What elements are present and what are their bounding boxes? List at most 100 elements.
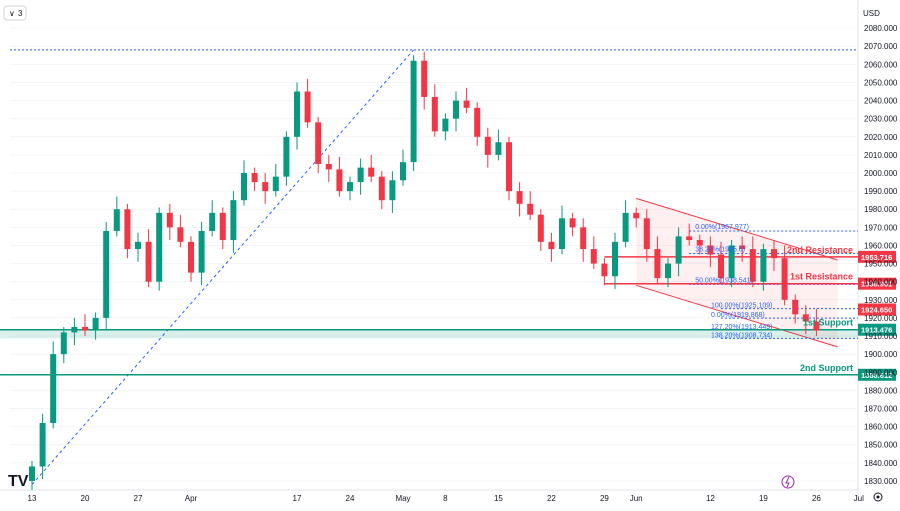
- channel-top-line: [636, 197, 838, 261]
- candle-body: [103, 230, 110, 318]
- candle-body: [665, 263, 671, 279]
- level-name: 2nd Support: [800, 363, 853, 373]
- candle-body: [325, 163, 332, 170]
- x-tick-label: 27: [134, 494, 143, 503]
- candle-body: [739, 245, 746, 250]
- indicator-count: 3: [18, 9, 23, 18]
- y-tick-label: 2030.000: [864, 115, 898, 124]
- candle-body: [696, 240, 703, 246]
- chevron-down-icon: ∨: [9, 9, 15, 18]
- trend-line: [31, 49, 414, 485]
- candle-body: [622, 212, 629, 242]
- y-tick-label: 1960.000: [864, 241, 898, 250]
- fib-label: 50.00%(1938.541): [695, 277, 753, 284]
- fib-label: 38.20%(1955.6): [695, 246, 745, 253]
- candle-body: [177, 227, 184, 242]
- y-axis[interactable]: 1830.000 1840.000 1850.000 1860.000 1870.000…: [864, 24, 898, 486]
- y-tick-label: 1880.000: [864, 386, 898, 395]
- candle-body: [400, 162, 406, 181]
- candle-body: [580, 227, 587, 250]
- candle-body: [347, 182, 353, 192]
- x-tick-label: 22: [547, 494, 556, 503]
- fib-label: 0.00%(1919.868): [711, 312, 765, 319]
- y-tick-label: 1890.000: [864, 368, 898, 377]
- y-tick-label: 1940.000: [864, 278, 898, 287]
- candle-body: [527, 203, 534, 215]
- candle-body: [50, 354, 57, 423]
- y-tick-label: 1930.000: [864, 296, 898, 305]
- y-tick-label: 1980.000: [864, 205, 898, 214]
- current-price-tag: [858, 303, 896, 316]
- candle-body: [484, 136, 491, 155]
- candle-body: [336, 169, 343, 192]
- y-tick-label: 1970.000: [864, 223, 898, 232]
- y-tick-label: 2050.000: [864, 78, 898, 87]
- candle-body: [813, 321, 820, 331]
- x-tick-label: 13: [28, 494, 37, 503]
- price-tag: [858, 368, 896, 381]
- fib-label: 100.00%(1925.109): [711, 303, 773, 310]
- candle-body: [166, 212, 173, 228]
- y-tick-label: 1920.000: [864, 314, 898, 323]
- y-tick-label: 1900.000: [864, 350, 898, 359]
- price-tag: [858, 277, 896, 290]
- price-tag: [858, 323, 896, 336]
- candle-body: [495, 142, 502, 155]
- price-tag-label: 1938.901: [861, 280, 892, 289]
- candle-body: [654, 249, 661, 279]
- y-tick-label: 1950.000: [864, 260, 898, 269]
- level-name: 1st Resistance: [790, 272, 853, 282]
- candle-body: [792, 299, 799, 315]
- candle-body: [421, 60, 428, 97]
- x-tick-label: 17: [293, 494, 302, 503]
- lightning-icon[interactable]: [781, 475, 795, 489]
- candle-body: [71, 326, 78, 333]
- labels: 0.00%(1967.977) 38.20%(1955.6) 50.00%(1938…: [695, 224, 896, 381]
- x-tick-label: 15: [494, 494, 503, 503]
- candle-body: [124, 209, 131, 250]
- candle-body: [145, 241, 152, 282]
- candle-body: [60, 332, 67, 355]
- y-tick-label: 2010.000: [864, 151, 898, 160]
- y-tick-label: 2070.000: [864, 42, 898, 51]
- level-name: 2nd Resistance: [787, 245, 853, 255]
- fib-label: 0.00%(1967.977): [695, 224, 749, 231]
- x-axis[interactable]: 13 20 27 Apr 17 24 May 8 15 22 29 Jun 12 19 26 Jul: [28, 494, 865, 503]
- y-tick-label: 1870.000: [864, 404, 898, 413]
- x-tick-label: Jun: [630, 494, 643, 503]
- gear-icon[interactable]: [873, 492, 883, 502]
- candle-body: [749, 249, 756, 282]
- candle-body: [357, 167, 364, 183]
- fib-label: 138.20%(1908.734): [711, 332, 773, 339]
- currency-label[interactable]: USD: [863, 9, 880, 18]
- candle-body: [601, 263, 608, 277]
- candle-body: [272, 176, 279, 192]
- x-tick-label: 19: [759, 494, 768, 503]
- candle-body: [82, 326, 88, 331]
- descending-channel: [636, 198, 838, 347]
- candle-body: [516, 191, 523, 204]
- y-tick-label: 1850.000: [864, 441, 898, 450]
- candle-body: [559, 218, 565, 250]
- candle-body: [29, 466, 35, 481]
- candle-body: [675, 236, 682, 264]
- y-tick-label: 2020.000: [864, 133, 898, 142]
- candle-body: [230, 200, 237, 241]
- candle-body: [643, 218, 650, 250]
- fib-label: 127.20%(1913.449): [711, 324, 773, 331]
- indicator-toggle[interactable]: ∨ 3: [3, 5, 27, 21]
- candle-body: [442, 118, 449, 132]
- y-tick-label: 1910.000: [864, 332, 898, 341]
- candle-body: [537, 214, 544, 242]
- candle-body: [39, 422, 46, 467]
- grid: [0, 0, 859, 502]
- y-tick-label: 2040.000: [864, 97, 898, 106]
- candle-body: [410, 60, 417, 163]
- candle-body: [506, 142, 512, 192]
- candle-body: [686, 236, 693, 241]
- candle-body: [389, 180, 396, 201]
- candle-body: [135, 241, 141, 250]
- candle-body: [262, 182, 269, 192]
